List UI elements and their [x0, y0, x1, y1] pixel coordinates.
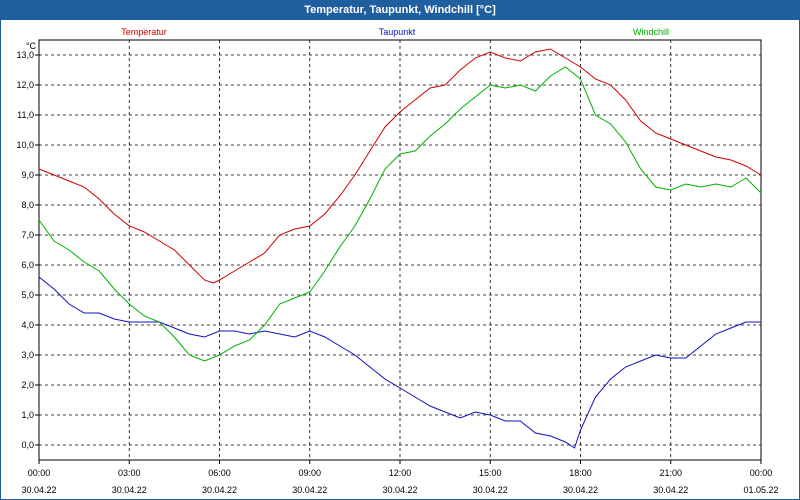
- x-tick-time: 18:00: [569, 468, 592, 478]
- x-tick-date: 30.04.22: [382, 485, 417, 495]
- series-line-taupunkt: [38, 276, 761, 449]
- x-tick-date: 30.04.22: [292, 485, 327, 495]
- legend: Temperatur Taupunkt Windchill: [121, 27, 669, 37]
- y-tick-label: 13,0: [16, 50, 34, 60]
- window-title: Temperatur, Taupunkt, Windchill [°C]: [1, 1, 799, 20]
- y-tick-label: 6,0: [21, 260, 34, 270]
- x-tick-date: 30.04.22: [473, 485, 508, 495]
- y-tick-label: 3,0: [21, 350, 34, 360]
- x-axis: 00:00 30.04.22 03:00 30.04.22 06:00 30.04.22 0…: [21, 460, 779, 495]
- y-tick-label: 11,0: [17, 110, 34, 120]
- x-tick-time: 06:00: [208, 468, 231, 478]
- y-tick-label: 2,0: [21, 380, 34, 390]
- y-axis-unit: °C: [26, 41, 37, 51]
- grid-lines: [39, 40, 761, 460]
- x-tick-time: 00:00: [750, 468, 773, 478]
- x-tick-time: 09:00: [298, 468, 321, 478]
- x-tick-time: 00:00: [28, 468, 51, 478]
- x-tick-time: 03:00: [118, 468, 141, 478]
- y-tick-label: 4,0: [21, 320, 34, 330]
- x-tick-date: 30.04.22: [653, 485, 688, 495]
- y-tick-label: 12,0: [16, 80, 34, 90]
- series-line-temperatur: [38, 48, 762, 284]
- x-tick-date: 01.05.22: [743, 485, 778, 495]
- y-tick-label: 0,0: [21, 440, 34, 450]
- x-tick-time: 12:00: [389, 468, 412, 478]
- x-tick-date: 30.04.22: [202, 485, 237, 495]
- legend-temperatur: Temperatur: [121, 27, 167, 37]
- x-tick-date: 30.04.22: [112, 485, 147, 495]
- y-tick-label: 9,0: [21, 170, 34, 180]
- y-tick-label: 8,0: [21, 200, 34, 210]
- series-line-windchill: [38, 66, 762, 362]
- y-tick-label: 7,0: [21, 230, 34, 240]
- series-lines: [38, 48, 762, 449]
- legend-windchill: Windchill: [633, 27, 669, 37]
- x-tick-time: 21:00: [659, 468, 682, 478]
- x-tick-date: 30.04.22: [563, 485, 598, 495]
- y-tick-label: 5,0: [21, 290, 34, 300]
- y-axis: 0,0 1,0 2,0 3,0 4,0 5,0 6,0 7,0 8,0 9,0 10,0 11,0 12…: [16, 41, 39, 450]
- legend-taupunkt: Taupunkt: [379, 27, 416, 37]
- x-tick-time: 15:00: [479, 468, 502, 478]
- y-tick-label: 1,0: [21, 410, 34, 420]
- y-tick-label: 10,0: [16, 140, 34, 150]
- x-tick-date: 30.04.22: [21, 485, 56, 495]
